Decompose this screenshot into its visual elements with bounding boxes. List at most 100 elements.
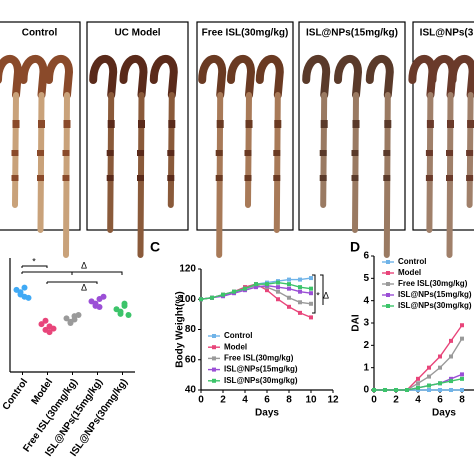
annotation: * — [32, 256, 36, 266]
data-point — [449, 338, 453, 343]
colon-spots — [351, 120, 360, 181]
legend-label: Control — [398, 257, 426, 266]
legend-label: Free ISL(30mg/kg) — [224, 354, 294, 363]
x-tick-label: 12 — [327, 395, 339, 406]
data-point — [38, 321, 45, 328]
colon-hook — [0, 54, 23, 99]
colon-spots — [244, 120, 253, 181]
photo-label: Free ISL(30mg/kg) — [202, 28, 289, 39]
colon-body — [352, 92, 359, 233]
data-point — [298, 285, 302, 290]
data-point — [221, 292, 225, 297]
x-tick-label: Model — [30, 377, 56, 407]
data-point — [309, 301, 313, 306]
data-point — [46, 329, 53, 336]
colon-spots — [383, 120, 392, 181]
colon-hook — [227, 54, 256, 99]
colon-spots — [446, 120, 454, 181]
legend-marker — [212, 378, 216, 383]
legend-label: Model — [224, 342, 247, 351]
y-tick-label: 80 — [185, 324, 197, 335]
colon-hook — [334, 54, 363, 99]
data-point — [117, 308, 124, 315]
data-point — [125, 312, 132, 318]
legend-label: ISL@NPs(30mg/kg) — [224, 376, 298, 385]
photo-label: Control — [22, 28, 58, 39]
data-point — [287, 304, 291, 309]
colon-spots — [466, 120, 474, 181]
colon-hook — [255, 54, 284, 99]
panel-letter: D — [350, 239, 360, 255]
legend-marker — [386, 282, 390, 286]
y-tick-label: 60 — [185, 354, 197, 365]
colon-hook — [365, 54, 394, 99]
data-point — [21, 284, 28, 291]
data-point — [210, 295, 214, 300]
y-tick-label: 3 — [363, 318, 369, 329]
x-tick-label: 0 — [198, 395, 204, 406]
legend-marker — [386, 304, 390, 308]
data-point — [405, 388, 409, 392]
colon-body — [273, 92, 281, 233]
data-point — [460, 336, 464, 341]
colon-spots — [11, 120, 20, 181]
bracket — [21, 265, 48, 268]
colon-hook — [198, 54, 227, 99]
data-point — [17, 289, 24, 296]
data-point — [460, 376, 464, 381]
data-point — [309, 315, 313, 320]
x-tick-label: 4 — [242, 395, 248, 406]
colon-body — [37, 92, 45, 233]
data-point — [438, 388, 442, 392]
data-point — [63, 315, 70, 322]
data-point — [71, 316, 78, 323]
y-axis-title: Body Weight(%) — [175, 291, 186, 367]
colon-spots — [425, 120, 434, 181]
y-tick-label: 100 — [179, 294, 196, 305]
colon-spots — [106, 120, 115, 181]
y-axis-title: DAI — [351, 314, 362, 331]
colon-spots — [319, 120, 328, 181]
x-axis-title: Days — [255, 408, 279, 419]
colon-hook — [119, 54, 148, 99]
colon-body — [426, 92, 434, 233]
data-point — [287, 295, 291, 300]
data-point — [449, 388, 453, 392]
y-tick-label: 0 — [363, 385, 369, 396]
legend-marker — [386, 271, 390, 275]
data-point — [298, 277, 302, 282]
y-tick-label: 40 — [185, 385, 197, 396]
x-axis-title: Days — [432, 408, 456, 419]
x-tick-label: 8 — [286, 395, 292, 406]
x-tick-label: 6 — [437, 395, 443, 406]
data-point — [243, 286, 247, 291]
legend-label: Model — [398, 268, 421, 277]
annotation: * — [316, 290, 320, 300]
data-point — [449, 379, 453, 384]
data-point — [309, 276, 313, 281]
data-point — [438, 365, 442, 370]
photo-label: ISL@NPs(3 — [420, 28, 474, 39]
annotation: Δ — [81, 260, 87, 270]
x-tick-label: 10 — [305, 395, 317, 406]
data-point — [92, 300, 99, 307]
data-point — [416, 376, 420, 381]
data-point — [309, 286, 313, 291]
y-tick-label: 2 — [363, 340, 369, 351]
data-point — [383, 388, 387, 392]
data-point — [254, 285, 258, 290]
data-point — [265, 288, 269, 293]
colon-hook — [19, 54, 48, 99]
legend-marker — [386, 260, 390, 264]
data-point — [438, 381, 442, 386]
data-point — [67, 319, 74, 326]
x-tick-label: 0 — [371, 395, 377, 406]
data-point — [427, 365, 431, 370]
annotation: Δ — [81, 282, 87, 292]
x-tick-label: 6 — [264, 395, 270, 406]
y-tick-label: 6 — [363, 251, 369, 262]
data-point — [254, 282, 258, 287]
bracket — [312, 274, 316, 314]
